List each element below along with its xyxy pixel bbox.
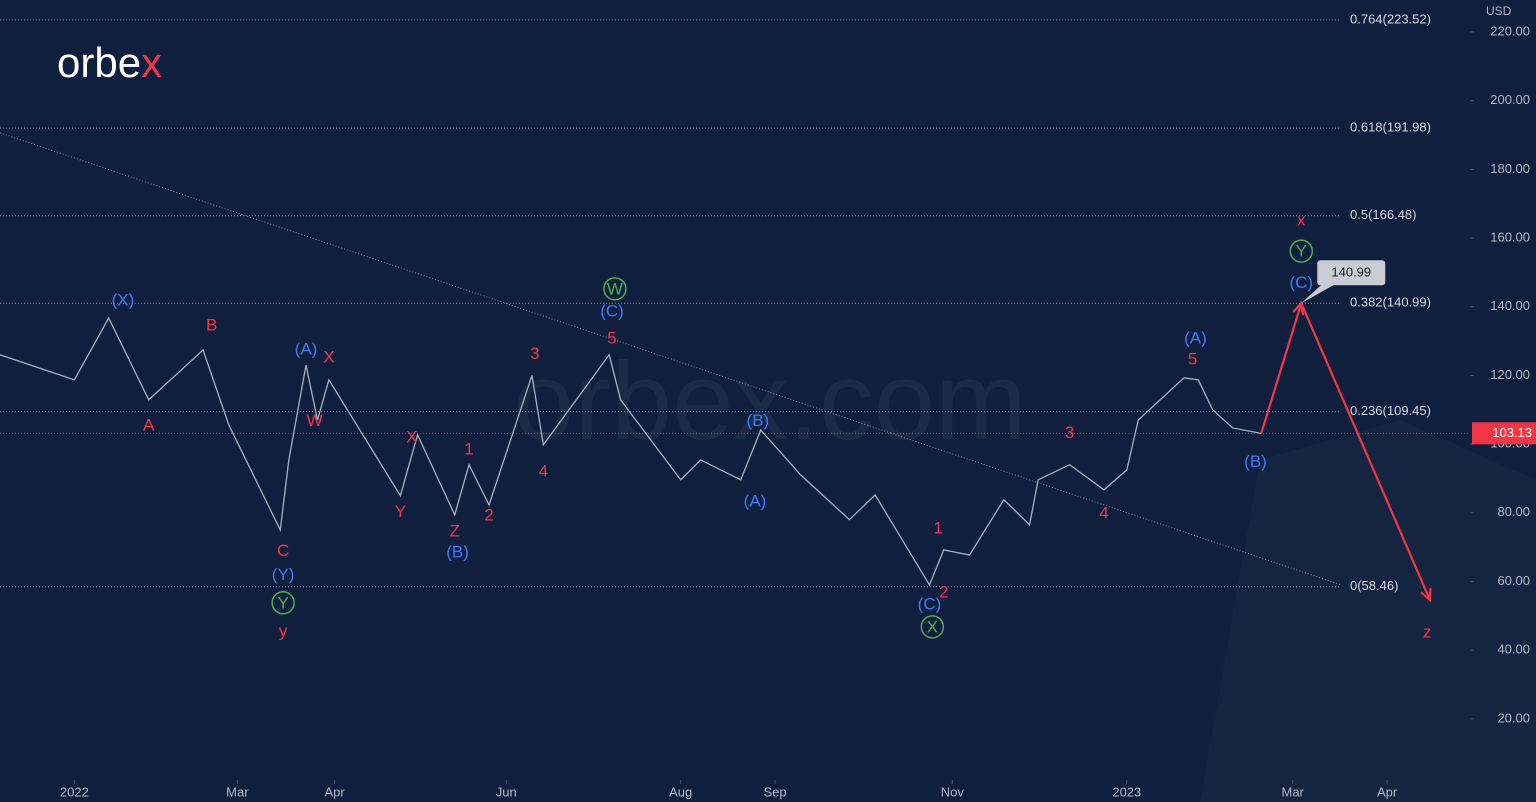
wave-label: (B) xyxy=(1244,452,1267,471)
logo-accent: x xyxy=(141,39,162,86)
fib-label: 0.382(140.99) xyxy=(1350,295,1431,310)
fib-label: 0.764(223.52) xyxy=(1350,11,1431,26)
wave-label: W xyxy=(307,411,323,430)
fib-label: 0.618(191.98) xyxy=(1350,120,1431,135)
x-tick-label: 2022 xyxy=(60,784,89,799)
logo-text: orbe xyxy=(57,39,141,86)
x-tick-label: Nov xyxy=(941,784,965,799)
wave-label: 3 xyxy=(530,344,539,363)
fib-label: 0.5(166.48) xyxy=(1350,207,1417,222)
wave-label: X xyxy=(406,428,417,447)
logo: orbex xyxy=(57,39,162,86)
y-tick-label: 20.00 xyxy=(1497,710,1530,725)
x-tick-label: Apr xyxy=(324,784,345,799)
wave-label: B xyxy=(206,315,217,334)
currency: USD xyxy=(1486,4,1512,18)
wave-label: (C) xyxy=(600,301,624,320)
wave-label: (Y) xyxy=(272,565,295,584)
wave-label: 1 xyxy=(933,518,942,537)
x-tick-label: Mar xyxy=(226,784,249,799)
wave-label: Y xyxy=(1296,242,1307,261)
y-tick-label: 120.00 xyxy=(1490,367,1530,382)
callout-label: 140.99 xyxy=(1331,265,1371,280)
wave-label: 5 xyxy=(1188,349,1197,368)
wave-label: (A) xyxy=(744,491,767,510)
last-price-label: 103.13 xyxy=(1492,425,1532,440)
wave-label: Y xyxy=(277,593,288,612)
wave-label: (B) xyxy=(747,411,770,430)
callout-box xyxy=(1317,260,1386,286)
wave-label: (X) xyxy=(112,290,135,309)
wave-label: (A) xyxy=(1184,328,1207,347)
wave-circle xyxy=(920,615,945,639)
forecast-arrowhead xyxy=(1292,300,1305,316)
wave-label: C xyxy=(277,541,289,560)
y-tick-label: 220.00 xyxy=(1490,23,1530,38)
wave-label: Y xyxy=(395,502,406,521)
fib-label: 0(58.46) xyxy=(1350,578,1398,593)
x-tick-label: Apr xyxy=(1377,784,1398,799)
y-tick-label: 60.00 xyxy=(1497,573,1530,588)
wave-label: Z xyxy=(450,521,460,540)
wave-label: y xyxy=(279,621,288,640)
price-line xyxy=(0,316,1262,587)
wave-label: 4 xyxy=(1099,503,1108,522)
wave-circle xyxy=(1289,239,1314,263)
x-tick-label: Sep xyxy=(763,784,786,799)
wave-label: 5 xyxy=(607,328,616,347)
wave-label: 1 xyxy=(464,439,473,458)
wave-label: z xyxy=(1423,622,1432,641)
fib-label: 0.236(109.45) xyxy=(1350,403,1431,418)
wave-label: X xyxy=(323,347,334,366)
forecast-arrowhead xyxy=(1420,587,1432,603)
y-tick-label: 40.00 xyxy=(1497,642,1530,657)
wave-label: x xyxy=(1297,210,1306,229)
y-tick-label: 160.00 xyxy=(1490,229,1530,244)
wave-label: (C) xyxy=(1289,273,1313,292)
wave-label: (C) xyxy=(918,594,942,613)
x-tick-label: 2023 xyxy=(1112,784,1141,799)
wave-circle xyxy=(271,591,295,615)
wave-label: (A) xyxy=(295,339,318,358)
x-tick-label: Jun xyxy=(496,784,517,799)
wave-label: X xyxy=(927,617,938,636)
y-tick-label: 180.00 xyxy=(1490,161,1530,176)
wave-label: A xyxy=(143,415,155,434)
watermark: orbex.com xyxy=(513,340,1027,463)
y-tick-label: 200.00 xyxy=(1490,92,1530,107)
wave-circle xyxy=(603,277,627,301)
y-tick-label: 140.00 xyxy=(1490,298,1530,313)
wave-label: 2 xyxy=(939,582,948,601)
last-price-box xyxy=(1472,422,1536,445)
y-tick-label: 80.00 xyxy=(1497,504,1530,519)
trendline xyxy=(0,132,1342,586)
wave-label: W xyxy=(607,279,623,298)
wave-label: (B) xyxy=(446,542,469,561)
callout-pointer xyxy=(1301,281,1334,304)
x-tick-label: Aug xyxy=(669,784,692,799)
x-tick-label: Mar xyxy=(1281,784,1304,799)
wave-label: 4 xyxy=(539,461,548,480)
wave-label: 3 xyxy=(1065,423,1074,442)
wave-label: 2 xyxy=(484,505,493,524)
